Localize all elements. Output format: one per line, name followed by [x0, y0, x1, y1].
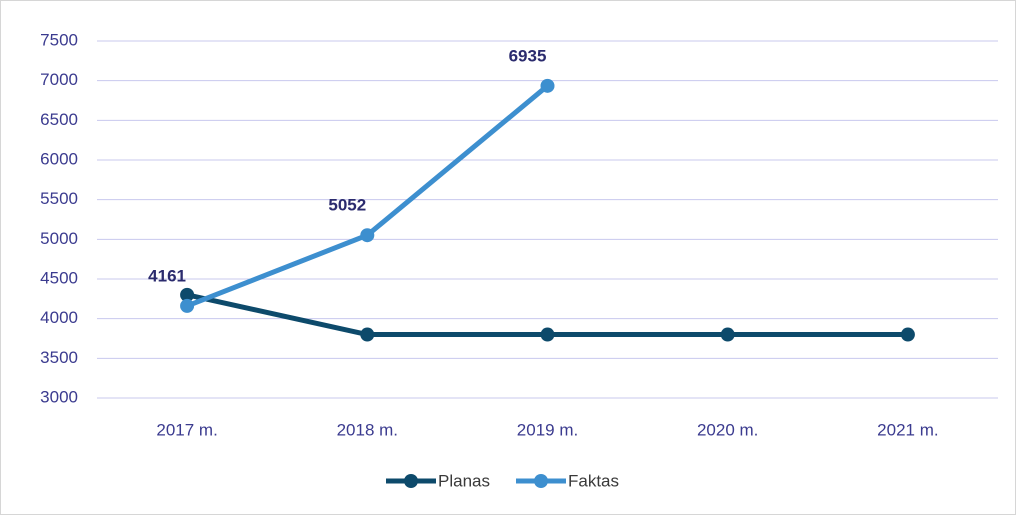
- y-tick-label: 7000: [40, 70, 78, 89]
- y-tick-label: 5500: [40, 189, 78, 208]
- marker: [540, 78, 555, 93]
- marker: [180, 287, 195, 302]
- x-tick-label: 2018 m.: [337, 420, 398, 439]
- value-label: 6935: [509, 46, 547, 65]
- legend-marker: [534, 474, 548, 488]
- marker: [540, 327, 555, 342]
- y-tick-label: 3000: [40, 387, 78, 406]
- legend-item: Planas: [386, 471, 490, 490]
- legend-label: Faktas: [568, 471, 619, 490]
- x-tick-label: 2021 m.: [877, 420, 938, 439]
- marker: [180, 298, 195, 313]
- marker: [900, 327, 915, 342]
- y-tick-label: 4000: [40, 308, 78, 327]
- y-tick-label: 5000: [40, 229, 78, 248]
- legend-label: Planas: [438, 471, 490, 490]
- legend-marker: [404, 474, 418, 488]
- marker: [360, 228, 375, 243]
- marker: [720, 327, 735, 342]
- marker: [360, 327, 375, 342]
- value-label: 5052: [328, 196, 366, 215]
- y-tick-label: 6000: [40, 149, 78, 168]
- x-tick-label: 2019 m.: [517, 420, 578, 439]
- y-tick-label: 7500: [40, 30, 78, 49]
- y-tick-label: 3500: [40, 348, 78, 367]
- x-tick-label: 2017 m.: [156, 420, 217, 439]
- y-tick-label: 6500: [40, 110, 78, 129]
- legend-item: Faktas: [516, 471, 619, 490]
- value-label: 4161: [148, 266, 186, 285]
- x-tick-label: 2020 m.: [697, 420, 758, 439]
- y-tick-label: 4500: [40, 268, 78, 287]
